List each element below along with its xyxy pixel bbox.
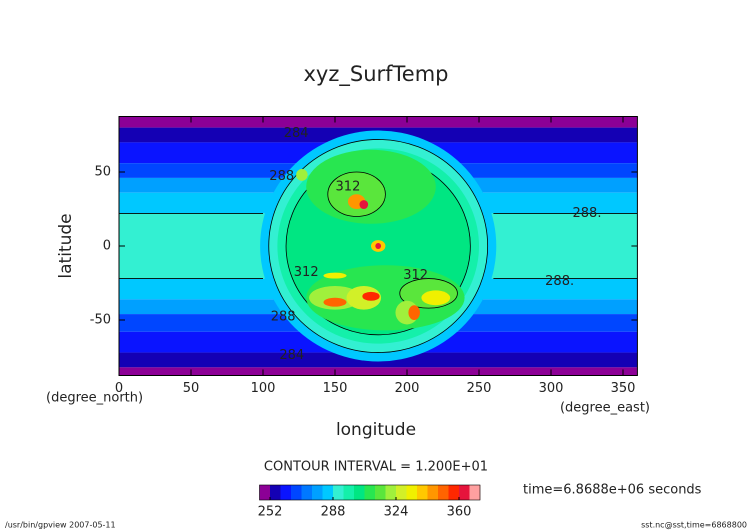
- contour-label: 288: [271, 310, 296, 325]
- contour-region: [359, 200, 369, 209]
- contour-label: 312: [336, 179, 361, 194]
- colorbar-swatch: [312, 485, 323, 500]
- colorbar-swatch: [259, 485, 271, 500]
- y-tick-label: 0: [103, 239, 111, 254]
- contour-region: [421, 290, 451, 306]
- contour-label: 288.: [573, 206, 602, 221]
- footer-right: sst.nc@sst,time=6868800: [641, 521, 747, 530]
- colorbar-swatch: [343, 485, 355, 500]
- chart-title: xyz_SurfTemp: [303, 62, 448, 87]
- contour-label: 312: [403, 268, 428, 283]
- colorbar-swatch: [427, 485, 439, 500]
- colorbar-swatch: [364, 485, 376, 500]
- contour-label: 284: [279, 348, 304, 363]
- x-tick-label: 250: [467, 381, 492, 396]
- x-unit: (degree_east): [560, 401, 650, 416]
- colorbar-swatch: [291, 485, 302, 500]
- y-unit: (degree_north): [46, 391, 143, 406]
- contour-field: [119, 116, 638, 376]
- contour-region: [296, 169, 308, 181]
- contour-region: [327, 171, 386, 217]
- contour-region: [362, 291, 380, 301]
- colorbar-swatch: [417, 485, 428, 500]
- x-tick-label: 350: [611, 381, 636, 396]
- y-tick-label: 50: [94, 165, 111, 180]
- time-text: time=6.8688e+06 seconds: [523, 483, 702, 498]
- colorbar-swatch: [459, 485, 470, 500]
- colorbar-swatch: [280, 485, 292, 500]
- x-tick-label: 150: [323, 381, 348, 396]
- footer-left: /usr/bin/gpview 2007-05-11: [5, 521, 116, 530]
- colorbar-swatch: [375, 485, 386, 500]
- y-axis-label: latitude: [56, 213, 76, 278]
- x-tick-label: 300: [539, 381, 564, 396]
- x-tick-label: 0: [115, 381, 123, 396]
- y-tick-label: -50: [90, 313, 111, 328]
- contour-region: [375, 243, 382, 249]
- contour-band: [119, 116, 638, 128]
- colorbar-tick-label: 360: [447, 505, 472, 520]
- contour-region: [323, 297, 347, 307]
- colorbar-swatch: [396, 485, 407, 500]
- colorbar-swatch: [354, 485, 365, 500]
- colorbar-swatch: [322, 485, 334, 500]
- colorbar-swatch: [406, 485, 418, 500]
- colorbar-swatch: [385, 485, 397, 500]
- colorbar-swatch: [270, 485, 281, 500]
- colorbar-swatch: [301, 485, 313, 500]
- colorbar-tick-label: 288: [321, 505, 346, 520]
- contour-region: [309, 285, 361, 310]
- contour-label: 288: [269, 169, 294, 184]
- colorbar-swatch: [448, 485, 460, 500]
- x-tick-label: 200: [395, 381, 420, 396]
- contour-interval: CONTOUR INTERVAL = 1.200E+01: [264, 460, 488, 475]
- colorbar-swatch: [438, 485, 449, 500]
- colorbar-tick-label: 324: [384, 505, 409, 520]
- colorbar-swatch: [469, 485, 481, 500]
- contour-label: 312: [294, 265, 319, 280]
- contour-band: [119, 367, 638, 376]
- colorbar-tick-label: 252: [258, 505, 283, 520]
- contour-label: 284: [284, 126, 309, 141]
- contour-region: [408, 305, 420, 320]
- contour-region: [323, 272, 347, 279]
- x-tick-label: 100: [251, 381, 276, 396]
- x-axis-label: longitude: [336, 420, 416, 440]
- x-tick-label: 50: [183, 381, 200, 396]
- colorbar-swatch: [333, 485, 344, 500]
- contour-label: 288.: [545, 274, 574, 289]
- colorbar-frame: [259, 484, 481, 501]
